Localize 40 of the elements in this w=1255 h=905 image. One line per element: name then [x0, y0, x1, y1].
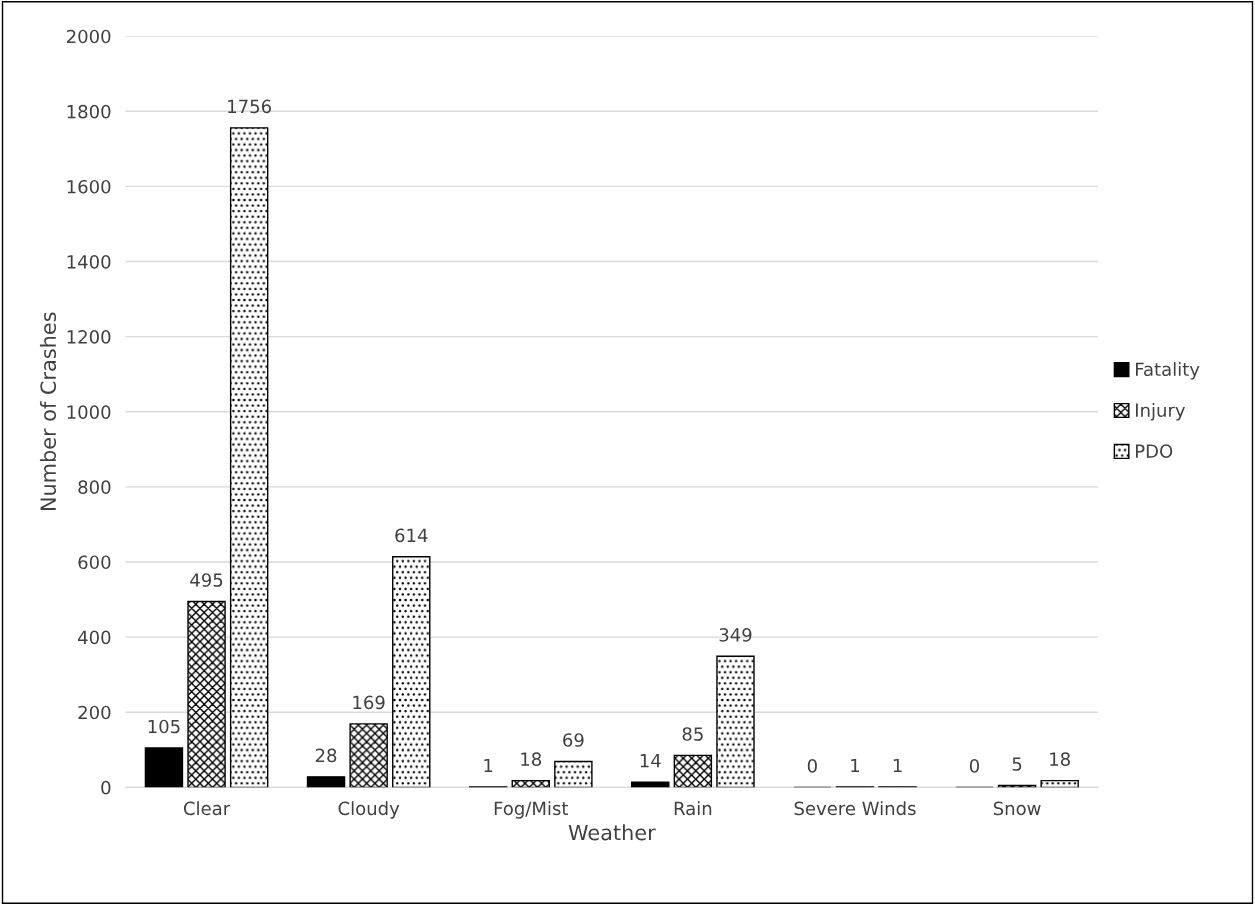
y-axis-title: Number of Crashes — [39, 312, 57, 511]
y-tick-label: 0 — [101, 780, 111, 795]
x-tick-label: Clear — [183, 801, 231, 816]
data-label: 1 — [893, 758, 902, 773]
data-label: 18 — [521, 752, 542, 766]
x-tick-label: Fog/Mist — [494, 801, 569, 819]
x-tick-label: Severe Winds — [794, 801, 916, 816]
y-tick-label: 1200 — [67, 330, 111, 344]
data-label: 0 — [807, 759, 817, 773]
legend-label: Fatality — [1136, 362, 1200, 380]
x-axis-title: Weather — [568, 824, 656, 841]
data-label: 85 — [682, 727, 703, 741]
data-label: 5 — [1012, 757, 1022, 771]
data-label: 1 — [851, 758, 860, 773]
data-label: 69 — [563, 733, 584, 747]
data-label: 349 — [719, 628, 752, 642]
y-tick-label: 200 — [78, 705, 111, 720]
data-label: 169 — [353, 695, 385, 710]
y-tick-label: 1800 — [67, 104, 111, 119]
data-label: 105 — [148, 719, 180, 734]
data-label: 495 — [190, 573, 223, 587]
data-label: 18 — [1050, 752, 1070, 766]
y-tick-label: 800 — [78, 480, 111, 495]
y-tick-label: 2000 — [66, 29, 111, 44]
data-label: 1 — [484, 758, 493, 773]
x-tick-label: Cloudy — [338, 801, 400, 819]
y-tick-label: 1400 — [67, 255, 111, 269]
y-tick-label: 400 — [78, 630, 111, 645]
y-tick-label: 1600 — [67, 179, 111, 194]
data-label: 0 — [969, 759, 980, 773]
legend-label: PDO — [1136, 444, 1173, 458]
legend-label: Injury — [1136, 403, 1186, 421]
y-tick-label: 600 — [78, 555, 111, 570]
data-label: 1756 — [228, 99, 271, 114]
x-tick-label: Rain — [674, 801, 712, 816]
y-tick-label: 1000 — [67, 405, 111, 419]
data-label: 28 — [315, 748, 337, 763]
data-label: 14 — [640, 754, 661, 768]
x-tick-label: Snow — [993, 801, 1041, 816]
data-label: 614 — [395, 528, 428, 543]
